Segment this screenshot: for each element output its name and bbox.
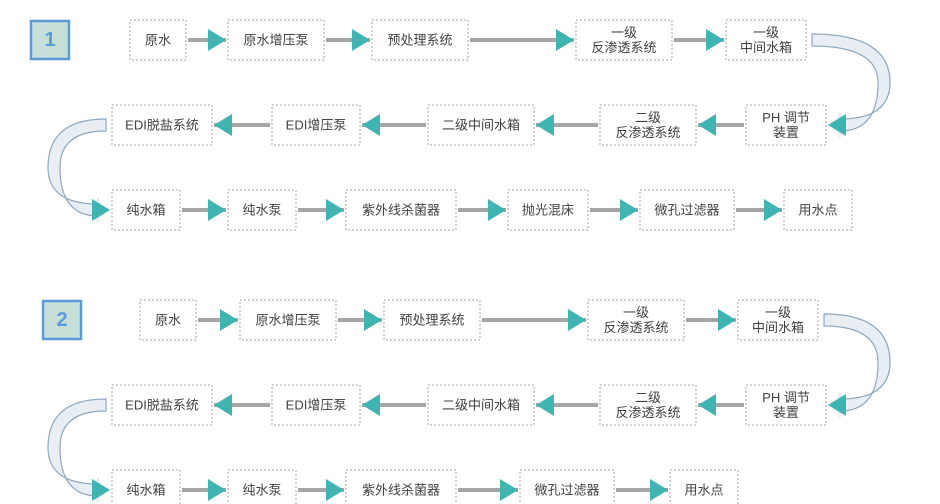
process-label: 反渗透系统 bbox=[603, 320, 668, 335]
process-label: 抛光混床 bbox=[522, 203, 574, 218]
process-label: 反渗透系统 bbox=[615, 405, 680, 420]
process-label: 一级 bbox=[753, 25, 779, 40]
process-label: 装置 bbox=[773, 125, 799, 140]
process-label: 紫外线杀菌器 bbox=[362, 203, 440, 218]
arrow-left-icon bbox=[362, 114, 380, 136]
process-label: 反渗透系统 bbox=[591, 40, 656, 55]
arrow-right-icon bbox=[488, 199, 506, 221]
arrow-right-icon bbox=[364, 309, 382, 331]
arrow-right-icon bbox=[556, 29, 574, 51]
arrow-right-icon bbox=[500, 479, 518, 501]
process-label: 二级 bbox=[635, 110, 661, 125]
arrow-left-icon bbox=[828, 394, 846, 416]
arrow-left-icon bbox=[698, 394, 716, 416]
arrow-right-icon bbox=[718, 309, 736, 331]
process-label: 原水增压泵 bbox=[243, 33, 308, 48]
arrow-right-icon bbox=[764, 199, 782, 221]
arrow-right-icon bbox=[208, 29, 226, 51]
process-label: 中间水箱 bbox=[752, 320, 804, 335]
process-label: EDI增压泵 bbox=[286, 398, 347, 413]
arrow-right-icon bbox=[706, 29, 724, 51]
process-label: 纯水箱 bbox=[126, 203, 165, 218]
process-label: PH 调节 bbox=[762, 390, 810, 405]
arrow-left-icon bbox=[536, 394, 554, 416]
arrow-left-icon bbox=[214, 114, 232, 136]
arrow-right-icon bbox=[92, 479, 110, 501]
arrow-left-icon bbox=[214, 394, 232, 416]
process-label: EDI脱盐系统 bbox=[125, 118, 199, 133]
arrow-right-icon bbox=[352, 29, 370, 51]
process-label: 原水增压泵 bbox=[255, 313, 320, 328]
arrow-right-icon bbox=[568, 309, 586, 331]
process-label: EDI脱盐系统 bbox=[125, 398, 199, 413]
process-label: 一级 bbox=[765, 305, 791, 320]
arrow-left-icon bbox=[698, 114, 716, 136]
process-label: 二级 bbox=[635, 390, 661, 405]
process-label: 微孔过滤器 bbox=[534, 483, 599, 498]
process-label: 装置 bbox=[773, 405, 799, 420]
arrow-right-icon bbox=[92, 199, 110, 221]
process-label: 纯水箱 bbox=[126, 483, 165, 498]
process-label: PH 调节 bbox=[762, 110, 810, 125]
process-label: 原水 bbox=[145, 33, 171, 48]
process-label: 紫外线杀菌器 bbox=[362, 483, 440, 498]
flow-badge-label: 2 bbox=[56, 309, 67, 331]
process-label: 纯水泵 bbox=[242, 483, 281, 498]
process-label: 微孔过滤器 bbox=[654, 203, 719, 218]
process-label: EDI增压泵 bbox=[286, 118, 347, 133]
process-label: 用水点 bbox=[684, 483, 723, 498]
arrow-left-icon bbox=[828, 114, 846, 136]
arrow-right-icon bbox=[650, 479, 668, 501]
process-label: 反渗透系统 bbox=[615, 125, 680, 140]
arrow-right-icon bbox=[620, 199, 638, 221]
process-label: 二级中间水箱 bbox=[442, 118, 520, 133]
arrow-right-icon bbox=[208, 479, 226, 501]
arrow-left-icon bbox=[362, 394, 380, 416]
arrow-right-icon bbox=[220, 309, 238, 331]
process-label: 纯水泵 bbox=[242, 203, 281, 218]
process-label: 预处理系统 bbox=[387, 33, 452, 48]
process-label: 预处理系统 bbox=[399, 313, 464, 328]
process-label: 中间水箱 bbox=[740, 40, 792, 55]
flow-curve bbox=[824, 314, 890, 411]
arrow-right-icon bbox=[326, 199, 344, 221]
process-label: 二级中间水箱 bbox=[442, 398, 520, 413]
process-label: 用水点 bbox=[798, 203, 837, 218]
arrow-right-icon bbox=[326, 479, 344, 501]
process-label: 一级 bbox=[611, 25, 637, 40]
process-label: 一级 bbox=[623, 305, 649, 320]
process-label: 原水 bbox=[155, 313, 181, 328]
arrow-right-icon bbox=[208, 199, 226, 221]
flow-badge-label: 1 bbox=[44, 29, 55, 51]
arrow-left-icon bbox=[536, 114, 554, 136]
